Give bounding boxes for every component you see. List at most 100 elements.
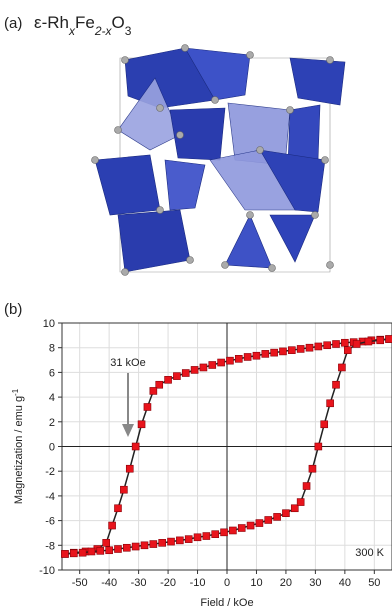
data-point [353, 340, 360, 347]
data-point [338, 364, 345, 371]
data-point [282, 510, 289, 517]
data-point [221, 529, 228, 536]
y-tick-label: -10 [39, 565, 55, 577]
x-tick-label: 50 [368, 577, 380, 589]
data-point [70, 550, 77, 557]
data-point [321, 421, 328, 428]
y-axis-label: Magnetization / emu g-1 [11, 388, 26, 504]
data-point [244, 353, 251, 360]
data-point [79, 549, 86, 556]
x-tick-label: 20 [280, 577, 292, 589]
annotation: 31 kOe [110, 357, 145, 369]
data-point [123, 544, 130, 551]
y-axis-label-sup: -1 [11, 388, 20, 396]
data-point [109, 522, 116, 529]
data-point [194, 534, 201, 541]
y-tick-label: -6 [45, 516, 55, 528]
x-tick-label: -50 [72, 577, 88, 589]
data-point [144, 403, 151, 410]
panel-label: (a) [4, 15, 22, 32]
data-point [168, 538, 175, 545]
data-point [344, 347, 351, 354]
data-point [103, 539, 110, 546]
data-point [333, 381, 340, 388]
x-tick-label: 10 [250, 577, 262, 589]
data-point [333, 340, 340, 347]
y-tick-label: 0 [49, 442, 55, 454]
x-tick-label: -10 [190, 577, 206, 589]
data-point [279, 348, 286, 355]
data-point [165, 376, 172, 383]
data-point [327, 400, 334, 407]
y-tick-label: 8 [49, 343, 55, 355]
data-point [88, 548, 95, 555]
data-point [238, 525, 245, 532]
data-point [218, 359, 225, 366]
formula-part: 3 [125, 24, 132, 38]
y-tick-label: 10 [43, 318, 55, 330]
crystal-structure [92, 45, 346, 276]
data-point [212, 531, 219, 538]
data-point [203, 533, 210, 540]
x-axis-label: Field / kOe [200, 597, 253, 609]
data-point [271, 349, 278, 356]
data-point [132, 443, 139, 450]
y-tick-label: 4 [49, 392, 55, 404]
formula-part: ε-Rh [34, 13, 69, 32]
data-point [200, 364, 207, 371]
arrow-head [122, 424, 134, 437]
data-point [274, 513, 281, 520]
data-point [365, 338, 372, 345]
y-tick-label: 2 [49, 417, 55, 429]
data-point [176, 537, 183, 544]
data-point [235, 355, 242, 362]
data-point [229, 527, 236, 534]
data-point [185, 536, 192, 543]
data-point [262, 350, 269, 357]
data-point [141, 542, 148, 549]
x-tick-label: -30 [131, 577, 147, 589]
data-point [132, 543, 139, 550]
data-point [303, 483, 310, 490]
data-point [256, 520, 263, 527]
formula-part: 2-x [94, 24, 113, 38]
data-point [253, 352, 260, 359]
data-point [114, 505, 121, 512]
formula-part: Fe [75, 13, 95, 32]
data-point [106, 547, 113, 554]
x-tick-label: -40 [101, 577, 117, 589]
y-tick-label: 6 [49, 367, 55, 379]
data-point [114, 546, 121, 553]
y-axis-label-main: Magnetization / emu g [13, 396, 25, 504]
data-point [341, 339, 348, 346]
y-tick-label: -4 [45, 491, 55, 503]
y-tick-label: -2 [45, 466, 55, 478]
data-point [297, 499, 304, 506]
data-point [324, 342, 331, 349]
x-tick-label: 40 [339, 577, 351, 589]
data-point [150, 541, 157, 548]
x-tick-label: 30 [309, 577, 321, 589]
data-point [159, 539, 166, 546]
data-point [297, 345, 304, 352]
data-point [173, 373, 180, 380]
data-point [150, 387, 157, 394]
data-point [386, 336, 392, 343]
data-point [315, 443, 322, 450]
data-point [315, 343, 322, 350]
data-point [61, 550, 68, 557]
data-point [265, 516, 272, 523]
annotation: 300 K [355, 547, 384, 559]
panel-label: (b) [4, 301, 22, 318]
data-point [226, 357, 233, 364]
data-point [120, 486, 127, 493]
data-point [191, 366, 198, 373]
data-point [247, 522, 254, 529]
formula: ε-RhxFe2-xO3 [34, 13, 132, 38]
data-point [126, 465, 133, 472]
data-point [182, 370, 189, 377]
data-point [97, 547, 104, 554]
figure: (a) ε-RhxFe2-xO3 (b) 1086420-2-4-6-8-10-… [0, 0, 392, 614]
x-tick-label: -20 [160, 577, 176, 589]
data-point [288, 347, 295, 354]
